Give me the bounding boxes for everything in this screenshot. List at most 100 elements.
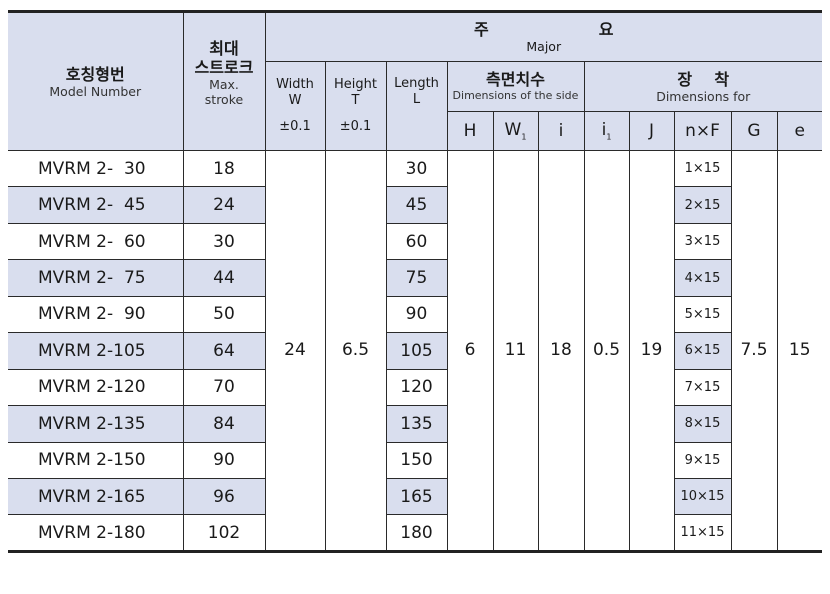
cell-width: 24 [264,150,326,552]
cell-model: MVRM 2- 45 [8,186,184,224]
col-W1-label: W [504,120,522,141]
table-row: MVRM 2- 30 18 24 6.5 30 6 11 18 0.5 19 1×15 7.5 15 [8,149,822,552]
table-row: MVRM 2-105 64 105 6×15 [8,332,822,370]
cell-nF: 11×15 [673,514,731,552]
header-major: 주요 Major [264,11,822,62]
header-height: Height T ±0.1 [324,61,387,151]
table-row: MVRM 2-180 102 180 11×15 [8,514,822,552]
cell-nF: 9×15 [673,441,731,479]
cell-model: MVRM 2-135 [8,405,184,443]
cell-model: MVRM 2-180 [8,514,184,552]
cell-stroke: 84 [182,405,266,443]
cell-model: MVRM 2- 60 [8,222,184,261]
header-length-symbol: L [412,92,421,107]
header-max-stroke: 최대 스트로크 Max. stroke [182,11,266,151]
cell-length: 105 [385,332,448,370]
cell-length: 60 [385,222,448,261]
header-side: 측면치수 Dimensions of the side [446,61,585,112]
spec-table: 호칭형번 Model Number 최대 스트로크 Max. stroke 주요… [8,10,822,553]
header-stroke-ko1: 최대 [209,39,239,58]
header-height-label: Height [334,77,377,92]
cell-e: 15 [776,150,822,552]
cell-stroke: 50 [182,295,266,334]
header-width-label: Width [276,77,314,92]
col-nF: n×F [673,111,732,151]
col-i1: i1 [583,111,630,151]
header-model-en: Model Number [49,83,142,99]
cell-stroke: 64 [182,332,266,370]
col-i: i [537,111,585,151]
cell-nF: 7×15 [673,368,731,407]
cell-model: MVRM 2- 30 [8,149,184,188]
cell-nF: 8×15 [673,405,731,443]
col-e: e [776,111,822,151]
cell-nF: 6×15 [673,332,731,370]
cell-model: MVRM 2- 75 [8,259,184,297]
cell-nF: 10×15 [673,477,731,516]
cell-length: 165 [385,477,448,516]
col-H: H [447,111,494,151]
cell-model: MVRM 2-150 [8,441,184,479]
col-W1-sub: 1 [521,132,527,142]
cell-i1: 0.5 [583,150,630,552]
cell-length: 120 [385,368,448,407]
header-mount-en: Dimensions for [656,88,751,104]
header-major-ko: 주요 [266,20,822,40]
cell-stroke: 30 [182,222,266,261]
table-body: MVRM 2- 30 18 24 6.5 30 6 11 18 0.5 19 1×15 7.5 15 MV… [8,149,822,552]
col-i1-sub: 1 [606,132,612,142]
cell-length: 150 [385,441,448,479]
cell-model: MVRM 2-165 [8,477,184,516]
header-major-ko1: 주 [474,20,599,39]
cell-length: 45 [385,186,448,224]
cell-stroke: 90 [182,441,266,479]
cell-nF: 4×15 [673,259,731,297]
header-stroke-en2: stroke [204,92,244,107]
cell-length: 180 [385,514,448,552]
cell-stroke: 70 [182,368,266,407]
table-row: MVRM 2-120 70 120 7×15 [8,368,822,407]
cell-i: 18 [537,150,585,552]
table-row: MVRM 2-165 96 165 10×15 [8,477,822,516]
cell-stroke: 44 [182,259,266,297]
cell-length: 30 [385,149,448,188]
header-mount-ko: 장 착 [677,69,730,89]
header-stroke-ko2: 스트로크 [194,58,254,77]
header-length-label: Length [394,76,439,91]
cell-nF: 3×15 [673,222,731,261]
cell-nF: 5×15 [673,295,731,334]
table-row: MVRM 2-150 90 150 9×15 [8,441,822,479]
cell-J: 19 [628,150,675,552]
cell-stroke: 18 [182,149,266,188]
table-row: MVRM 2- 75 44 75 4×15 [8,259,822,297]
header-width-symbol: W [288,93,302,108]
header-model-ko: 호칭형번 [65,64,125,84]
header-width: Width W ±0.1 [265,61,326,151]
header-mount: 장 착 Dimensions for [583,61,822,112]
cell-G: 7.5 [730,150,778,552]
cell-length: 75 [385,259,448,297]
header-length: Length L [385,61,448,151]
cell-nF: 2×15 [673,186,731,224]
cell-length: 135 [385,405,448,443]
table-row: MVRM 2- 60 30 60 3×15 [8,222,822,261]
cell-stroke: 24 [182,186,266,224]
cell-nF: 1×15 [673,149,732,188]
header-major-ko2: 요 [598,20,724,39]
cell-stroke: 96 [182,477,266,516]
header-height-tol: ±0.1 [339,119,372,134]
table-row: MVRM 2- 45 24 45 2×15 [8,186,822,224]
cell-model: MVRM 2-120 [8,368,184,407]
cell-H: 6 [446,150,494,552]
col-G: G [730,111,778,151]
col-W1: W1 [492,111,539,151]
col-J: J [628,111,675,151]
header-width-tol: ±0.1 [279,119,311,134]
cell-length: 90 [385,295,448,334]
cell-model: MVRM 2- 90 [8,295,184,334]
header-side-ko: 측면치수 [486,70,545,89]
cell-W1: 11 [492,150,539,552]
table-row: MVRM 2-135 84 135 8×15 [8,405,822,443]
header-height-symbol: T [351,93,360,108]
cell-height: 6.5 [324,150,387,552]
